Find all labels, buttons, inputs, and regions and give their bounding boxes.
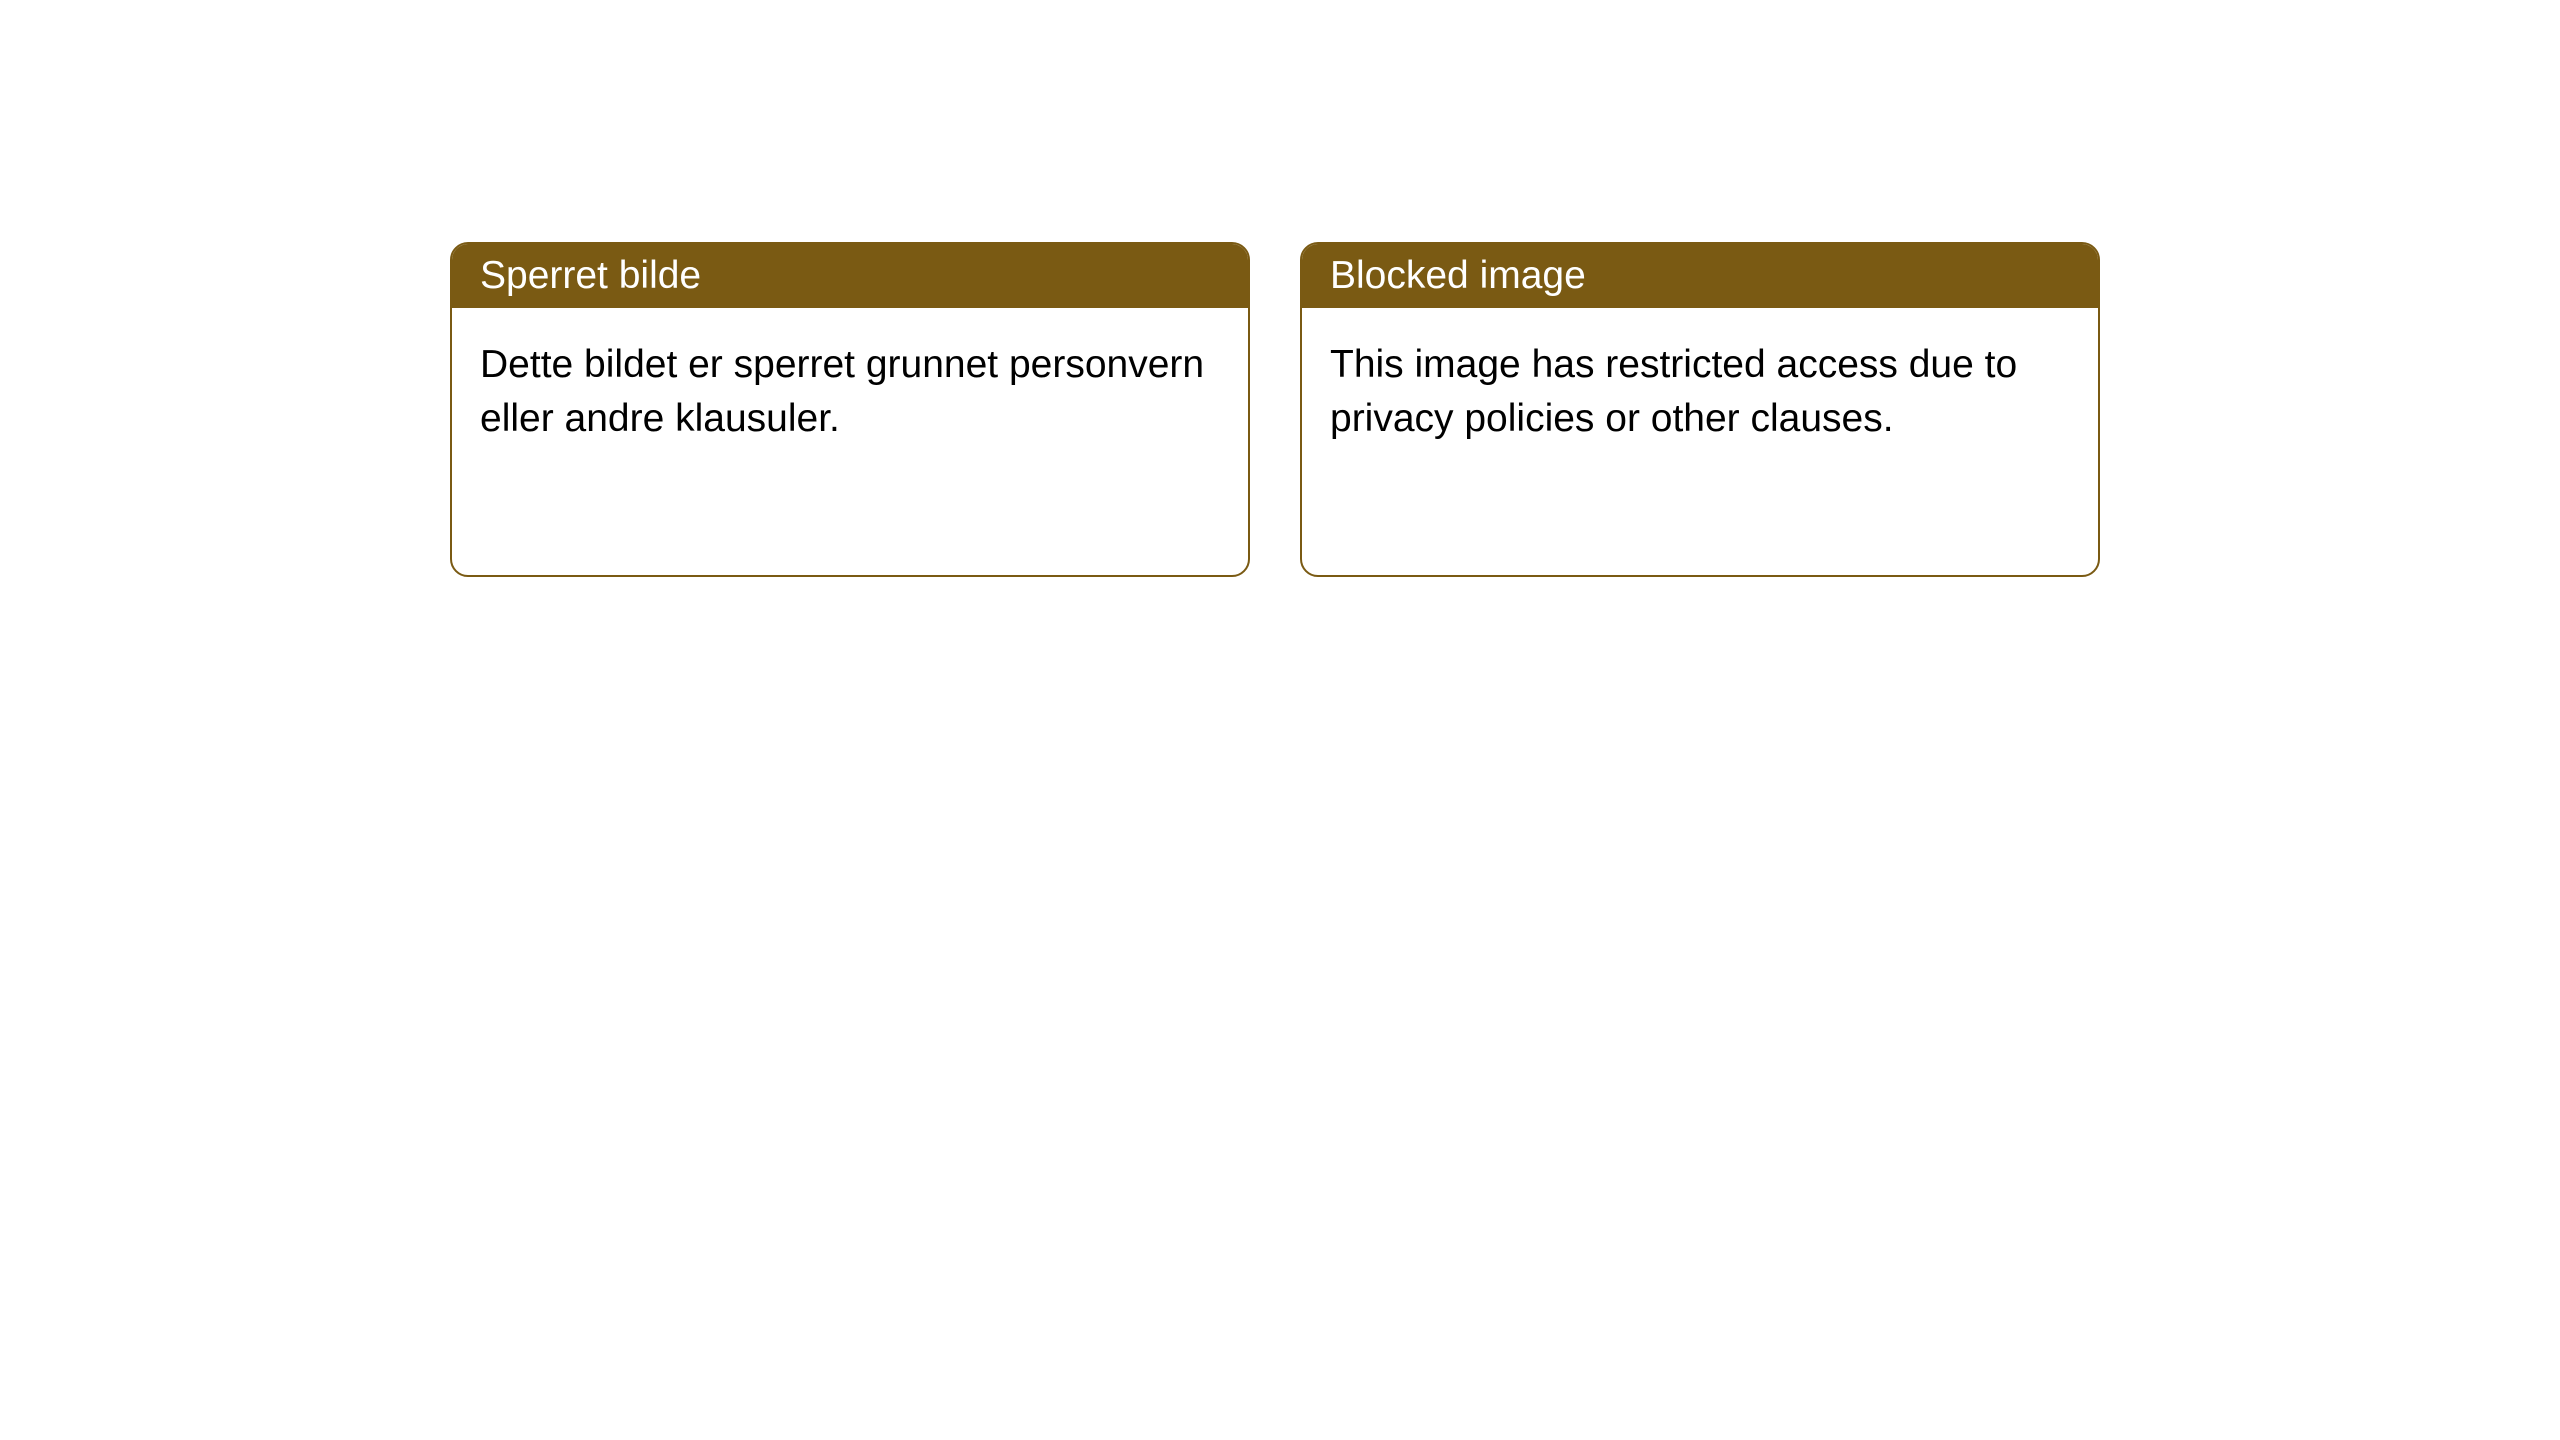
notice-container: Sperret bilde Dette bildet er sperret gr… — [0, 0, 2560, 577]
blocked-image-card-en: Blocked image This image has restricted … — [1300, 242, 2100, 577]
card-title: Blocked image — [1330, 254, 1586, 297]
card-body: This image has restricted access due to … — [1302, 308, 2098, 476]
card-header: Sperret bilde — [452, 244, 1248, 308]
card-title: Sperret bilde — [480, 254, 701, 297]
card-header: Blocked image — [1302, 244, 2098, 308]
blocked-image-card-no: Sperret bilde Dette bildet er sperret gr… — [450, 242, 1250, 577]
card-body: Dette bildet er sperret grunnet personve… — [452, 308, 1248, 476]
card-message: Dette bildet er sperret grunnet personve… — [480, 343, 1204, 440]
card-message: This image has restricted access due to … — [1330, 343, 2017, 440]
